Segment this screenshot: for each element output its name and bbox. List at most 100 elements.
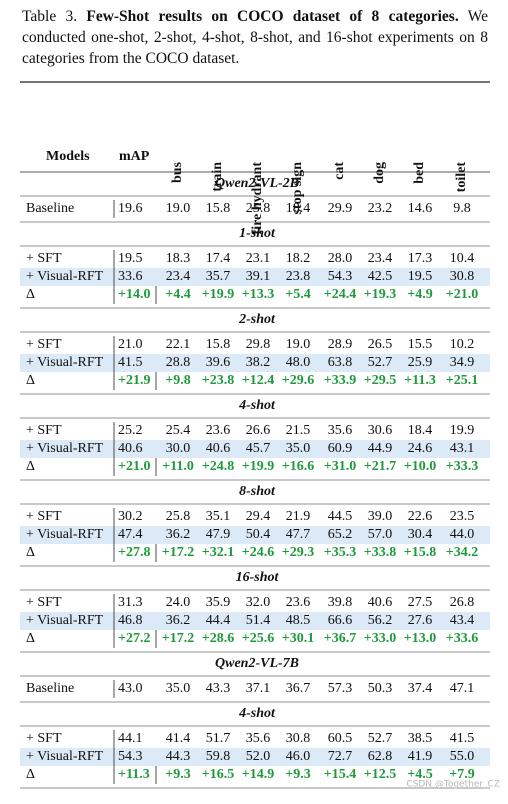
- cell: 22.6: [408, 509, 433, 524]
- cell: +12.5: [364, 767, 396, 782]
- cell: 56.2: [368, 613, 393, 628]
- cell: 48.5: [286, 613, 311, 628]
- cell: 47.7: [286, 527, 311, 542]
- column-header: train: [210, 162, 225, 192]
- row-label: Δ: [26, 631, 35, 646]
- cell: +17.2: [162, 545, 194, 560]
- cell: 41.9: [408, 749, 433, 764]
- column-header: stop sign: [290, 162, 305, 215]
- cell: +28.6: [202, 631, 234, 646]
- cell: 51.7: [206, 731, 231, 746]
- row-label: + SFT: [26, 595, 62, 610]
- cell: +33.0: [364, 631, 396, 646]
- row-label: + SFT: [26, 731, 62, 746]
- cell: 36.7: [286, 681, 311, 696]
- cell: 17.3: [408, 251, 433, 266]
- row-label: Δ: [26, 287, 35, 302]
- cell: 23.4: [166, 269, 191, 284]
- cell: +24.8: [202, 459, 234, 474]
- cell: 29.9: [328, 201, 353, 216]
- cell: 30.8: [286, 731, 311, 746]
- cell: 44.5: [328, 509, 353, 524]
- cell: 46.8: [118, 613, 143, 628]
- cell: 10.4: [450, 251, 475, 266]
- cell: 18.4: [408, 423, 433, 438]
- cell: 59.8: [206, 749, 231, 764]
- cell: 18.4: [286, 201, 311, 216]
- cell: +25.6: [242, 631, 274, 646]
- cell: 19.9: [450, 423, 475, 438]
- cell: 19.6: [118, 201, 143, 216]
- row-label: + Visual-RFT: [26, 355, 104, 370]
- caption-label: Table 3.: [22, 8, 78, 25]
- cell: 57.3: [328, 681, 353, 696]
- cell: 35.1: [206, 509, 231, 524]
- cell: 32.0: [246, 595, 271, 610]
- cell: +33.8: [364, 545, 396, 560]
- cell: +33.3: [446, 459, 478, 474]
- caption-text: We conducted one-shot, 2-shot, 4-shot, 8…: [22, 8, 488, 67]
- cell: +33.9: [324, 373, 356, 388]
- cell: +27.8: [118, 545, 150, 560]
- cell: +13.0: [404, 631, 436, 646]
- cell: 21.5: [286, 423, 311, 438]
- cell: 29.4: [246, 509, 271, 524]
- cell: 35.7: [206, 269, 231, 284]
- cell: 25.8: [246, 201, 271, 216]
- cell: 36.2: [166, 527, 191, 542]
- cell: 62.8: [368, 749, 393, 764]
- row-label: Δ: [26, 373, 35, 388]
- cell: +16.5: [202, 767, 234, 782]
- row-highlight: [20, 354, 490, 372]
- section-title: 16-shot: [236, 570, 280, 585]
- row-label: + Visual-RFT: [26, 269, 104, 284]
- cell: 10.2: [450, 337, 475, 352]
- cell: 19.5: [118, 251, 143, 266]
- row-highlight: [20, 748, 490, 766]
- cell: 44.4: [206, 613, 231, 628]
- section-title: 4-shot: [238, 706, 276, 721]
- cell: 45.7: [246, 441, 271, 456]
- cell: 35.0: [286, 441, 311, 456]
- cell: 28.0: [328, 251, 353, 266]
- cell: 23.2: [368, 201, 393, 216]
- cell: +30.1: [282, 631, 314, 646]
- cell: 22.1: [166, 337, 191, 352]
- cell: +36.7: [324, 631, 356, 646]
- cell: +24.6: [242, 545, 274, 560]
- cell: 43.0: [118, 681, 143, 696]
- cell: 23.4: [368, 251, 393, 266]
- cell: 47.4: [118, 527, 143, 542]
- cell: +12.4: [242, 373, 274, 388]
- cell: 33.6: [118, 269, 143, 284]
- cell: 31.3: [118, 595, 143, 610]
- cell: +11.0: [162, 459, 194, 474]
- row-label: + Visual-RFT: [26, 749, 104, 764]
- row-label: + SFT: [26, 251, 62, 266]
- cell: 30.2: [118, 509, 143, 524]
- cell: +16.6: [282, 459, 314, 474]
- cell: 15.8: [206, 201, 231, 216]
- cell: 50.3: [368, 681, 393, 696]
- cell: 41.4: [166, 731, 191, 746]
- cell: +21.0: [118, 459, 150, 474]
- row-highlight: [20, 526, 490, 544]
- cell: 28.9: [328, 337, 353, 352]
- cell: 15.8: [206, 337, 231, 352]
- cell: 39.6: [206, 355, 231, 370]
- cell: 60.5: [328, 731, 353, 746]
- cell: 35.6: [246, 731, 271, 746]
- cell: 29.8: [246, 337, 271, 352]
- cell: 30.0: [166, 441, 191, 456]
- cell: +19.9: [202, 287, 234, 302]
- cell: 25.2: [118, 423, 143, 438]
- cell: 36.2: [166, 613, 191, 628]
- cell: +4.5: [407, 767, 432, 782]
- cell: +29.3: [282, 545, 314, 560]
- column-header: bed: [412, 162, 427, 184]
- row-label: + SFT: [26, 337, 62, 352]
- cell: 26.5: [368, 337, 393, 352]
- cell: 72.7: [328, 749, 353, 764]
- cell: 25.4: [166, 423, 191, 438]
- cell: 28.8: [166, 355, 191, 370]
